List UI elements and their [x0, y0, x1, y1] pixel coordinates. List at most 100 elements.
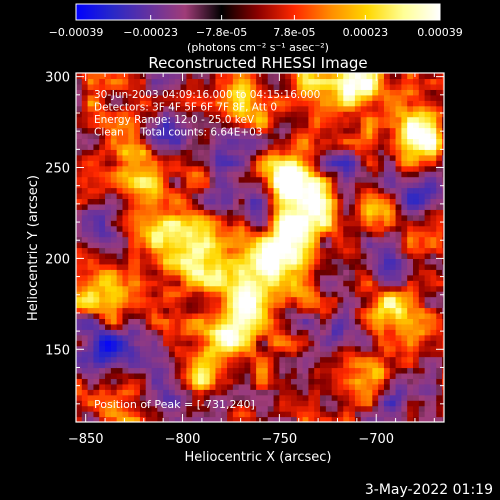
heatmap-cell — [372, 236, 379, 243]
heatmap-cell — [436, 94, 443, 101]
heatmap-cell — [232, 296, 240, 303]
heatmap-cell — [436, 209, 443, 216]
heatmap-cell — [413, 312, 420, 319]
heatmap-cell — [134, 285, 141, 292]
heatmap-cell — [296, 187, 304, 194]
heatmap-cell — [349, 291, 356, 298]
heatmap-cell — [343, 160, 350, 167]
heatmap-cell — [244, 89, 251, 96]
heatmap-cell — [227, 111, 234, 118]
heatmap-cell — [256, 220, 263, 227]
heatmap-cell — [436, 138, 443, 145]
heatmap-cell — [418, 192, 426, 200]
heatmap-cell — [198, 280, 205, 287]
heatmap-cell — [308, 176, 315, 183]
heatmap-cell — [168, 252, 176, 259]
heatmap-cell — [430, 122, 437, 129]
heatmap-cell — [325, 209, 333, 216]
heatmap-cell — [261, 231, 269, 238]
heatmap-cell — [99, 94, 106, 101]
heatmap-cell — [290, 89, 298, 96]
heatmap-cell — [413, 192, 420, 200]
heatmap-cell — [256, 209, 263, 216]
heatmap-cell — [139, 138, 147, 145]
heatmap-cell — [378, 383, 385, 390]
heatmap-cell — [81, 351, 89, 358]
heatmap-cell — [93, 242, 100, 249]
heatmap-cell — [105, 372, 112, 379]
heatmap-cell — [105, 318, 112, 325]
heatmap-cell — [325, 100, 333, 107]
heatmap-cell — [110, 356, 118, 363]
heatmap-cell — [203, 100, 211, 107]
heatmap-cell — [267, 127, 275, 134]
heatmap-cell — [145, 340, 153, 347]
heatmap-cell — [302, 231, 310, 238]
heatmap-cell — [273, 127, 280, 134]
heatmap-cell — [168, 378, 176, 385]
heatmap-cell — [163, 378, 170, 385]
heatmap-cell — [116, 171, 124, 178]
heatmap-cell — [186, 416, 193, 422]
heatmap-cell — [360, 94, 368, 101]
heatmap-cell — [238, 73, 246, 80]
heatmap-cell — [81, 285, 89, 292]
heatmap-cell — [174, 187, 182, 194]
heatmap-cell — [430, 378, 437, 385]
heatmap-cell — [168, 242, 176, 249]
heatmap-cell — [244, 236, 251, 243]
heatmap-cell — [407, 105, 414, 112]
heatmap-cell — [203, 394, 211, 401]
heatmap-cell — [116, 356, 124, 363]
heatmap-cell — [401, 263, 408, 270]
heatmap-cell — [325, 192, 333, 200]
heatmap-cell — [87, 231, 95, 238]
heatmap-cell — [366, 372, 373, 379]
heatmap-cell — [244, 83, 251, 90]
heatmap-cell — [238, 280, 246, 287]
heatmap-cell — [401, 252, 408, 259]
heatmap-cell — [308, 400, 315, 407]
heatmap-cell — [349, 411, 356, 418]
heatmap-cell — [413, 149, 420, 156]
heatmap-cell — [372, 334, 379, 341]
heatmap-cell — [430, 154, 437, 161]
heatmap-cell — [256, 176, 263, 183]
heatmap-cell — [87, 160, 95, 167]
heatmap-cell — [221, 389, 228, 396]
heatmap-cell — [157, 111, 164, 118]
heatmap-cell — [99, 394, 106, 401]
heatmap-cell — [81, 302, 89, 309]
heatmap-cell — [267, 383, 275, 390]
heatmap-cell — [308, 378, 315, 385]
heatmap-cell — [244, 274, 251, 281]
heatmap-cell — [337, 209, 344, 216]
heatmap-cell — [349, 192, 356, 200]
heatmap-cell — [285, 329, 292, 336]
heatmap-cell — [383, 323, 391, 330]
heatmap-cell — [372, 274, 379, 281]
heatmap-cell — [81, 340, 89, 347]
heatmap-cell — [192, 383, 199, 390]
heatmap-cell — [93, 154, 100, 161]
heatmap-cell — [413, 285, 420, 292]
heatmap-cell — [151, 100, 158, 107]
heatmap-cell — [93, 274, 100, 281]
heatmap-cell — [389, 323, 397, 330]
heatmap-cell — [418, 389, 426, 396]
heatmap-cell — [285, 242, 292, 249]
heatmap-cell — [227, 307, 234, 314]
heatmap-cell — [116, 405, 124, 412]
heatmap-cell — [395, 171, 402, 178]
heatmap-cell — [325, 378, 333, 385]
heatmap-cell — [256, 307, 263, 314]
heatmap-cell — [198, 138, 205, 145]
heatmap-cell — [279, 334, 286, 341]
heatmap-cell — [163, 252, 170, 259]
heatmap-cell — [227, 302, 234, 309]
heatmap-cell — [314, 182, 321, 189]
heatmap-cell — [285, 367, 292, 374]
heatmap-cell — [134, 351, 141, 358]
heatmap-cell — [296, 242, 304, 249]
heatmap-cell — [145, 122, 153, 129]
